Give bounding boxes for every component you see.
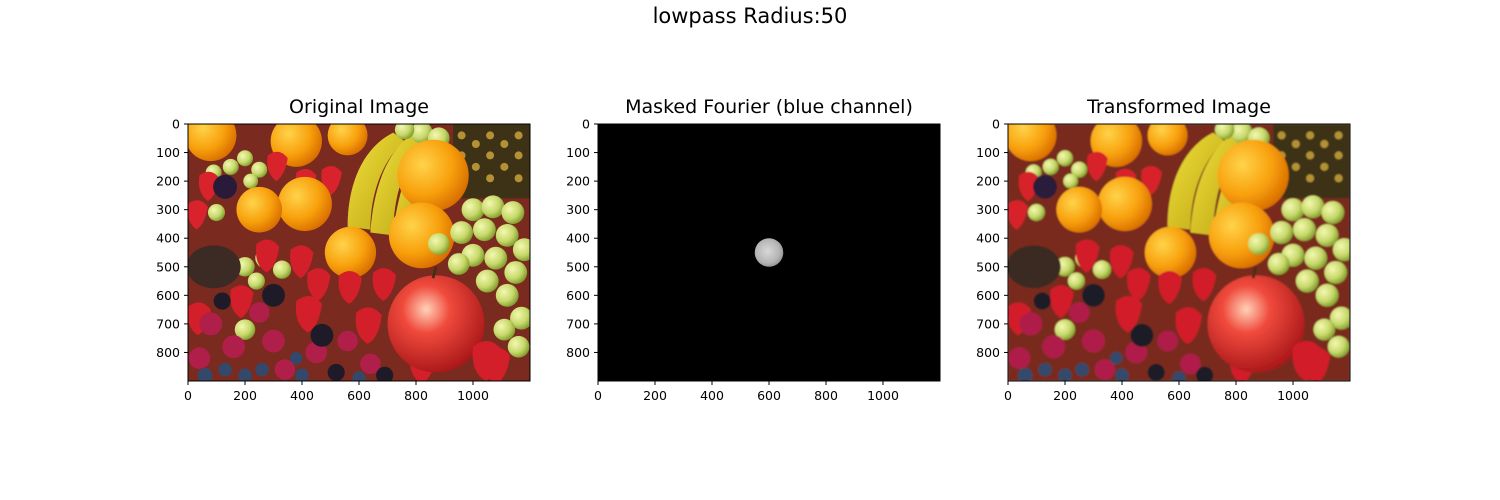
y-tick-label: 200: [156, 174, 180, 189]
y-tick-label: 700: [156, 316, 180, 331]
y-tick-label: 300: [976, 202, 1000, 217]
y-tick-label: 700: [976, 316, 1000, 331]
x-tick-label: 600: [347, 388, 371, 403]
y-tick-label: 800: [976, 345, 1000, 360]
panel-title-original: Original Image: [289, 96, 429, 118]
x-tick-label: 400: [290, 388, 314, 403]
x-tick-label: 1000: [867, 388, 899, 403]
y-tick-label: 0: [172, 117, 180, 132]
y-tick-label: 800: [566, 345, 590, 360]
y-tick-label: 100: [976, 145, 1000, 160]
x-tick-label: 800: [1224, 388, 1248, 403]
y-tick-label: 500: [566, 259, 590, 274]
y-tick-label: 500: [976, 259, 1000, 274]
y-tick-label: 700: [566, 316, 590, 331]
lowpass-mask-circle: [754, 238, 784, 267]
figure-suptitle: lowpass Radius:50: [652, 4, 848, 28]
y-tick-label: 600: [566, 288, 590, 303]
y-tick-label: 200: [566, 174, 590, 189]
y-tick-label: 300: [156, 202, 180, 217]
x-tick-label: 400: [700, 388, 724, 403]
y-tick-label: 400: [976, 231, 1000, 246]
x-tick-label: 1000: [1277, 388, 1309, 403]
y-tick-label: 600: [156, 288, 180, 303]
y-tick-label: 500: [156, 259, 180, 274]
x-tick-label: 0: [1004, 388, 1012, 403]
x-tick-label: 0: [184, 388, 192, 403]
x-tick-label: 200: [643, 388, 667, 403]
x-tick-label: 800: [814, 388, 838, 403]
subplot-3: 0 200 400 600 800 1000 0 100 200 300 400 500 600 700 8…: [976, 117, 1351, 403]
subplot-1: 0 200 400 600 800 1000 0 100 200 300 400 500 600 700 8…: [156, 117, 531, 403]
x-tick-label: 1000: [457, 388, 489, 403]
y-tick-label: 300: [566, 202, 590, 217]
y-tick-label: 600: [976, 288, 1000, 303]
subplot-2: 0 200 400 600 800 1000 0 100 200 300 400 500 600 700 8…: [566, 117, 941, 403]
y-tick-label: 100: [566, 145, 590, 160]
x-tick-label: 200: [233, 388, 257, 403]
x-tick-label: 0: [594, 388, 602, 403]
x-tick-label: 600: [757, 388, 781, 403]
y-tick-label: 200: [976, 174, 1000, 189]
original-image: [188, 124, 530, 381]
transformed-image: [1008, 124, 1350, 381]
y-tick-label: 100: [156, 145, 180, 160]
x-tick-label: 400: [1110, 388, 1134, 403]
x-tick-label: 800: [404, 388, 428, 403]
y-tick-label: 400: [156, 231, 180, 246]
panel-title-transformed: Transformed Image: [1087, 96, 1271, 118]
y-tick-label: 800: [156, 345, 180, 360]
y-tick-label: 0: [582, 117, 590, 132]
panel-title-fourier: Masked Fourier (blue channel): [625, 96, 913, 118]
x-tick-label: 600: [1167, 388, 1191, 403]
y-tick-label: 0: [992, 117, 1000, 132]
y-tick-label: 400: [566, 231, 590, 246]
x-tick-label: 200: [1053, 388, 1077, 403]
